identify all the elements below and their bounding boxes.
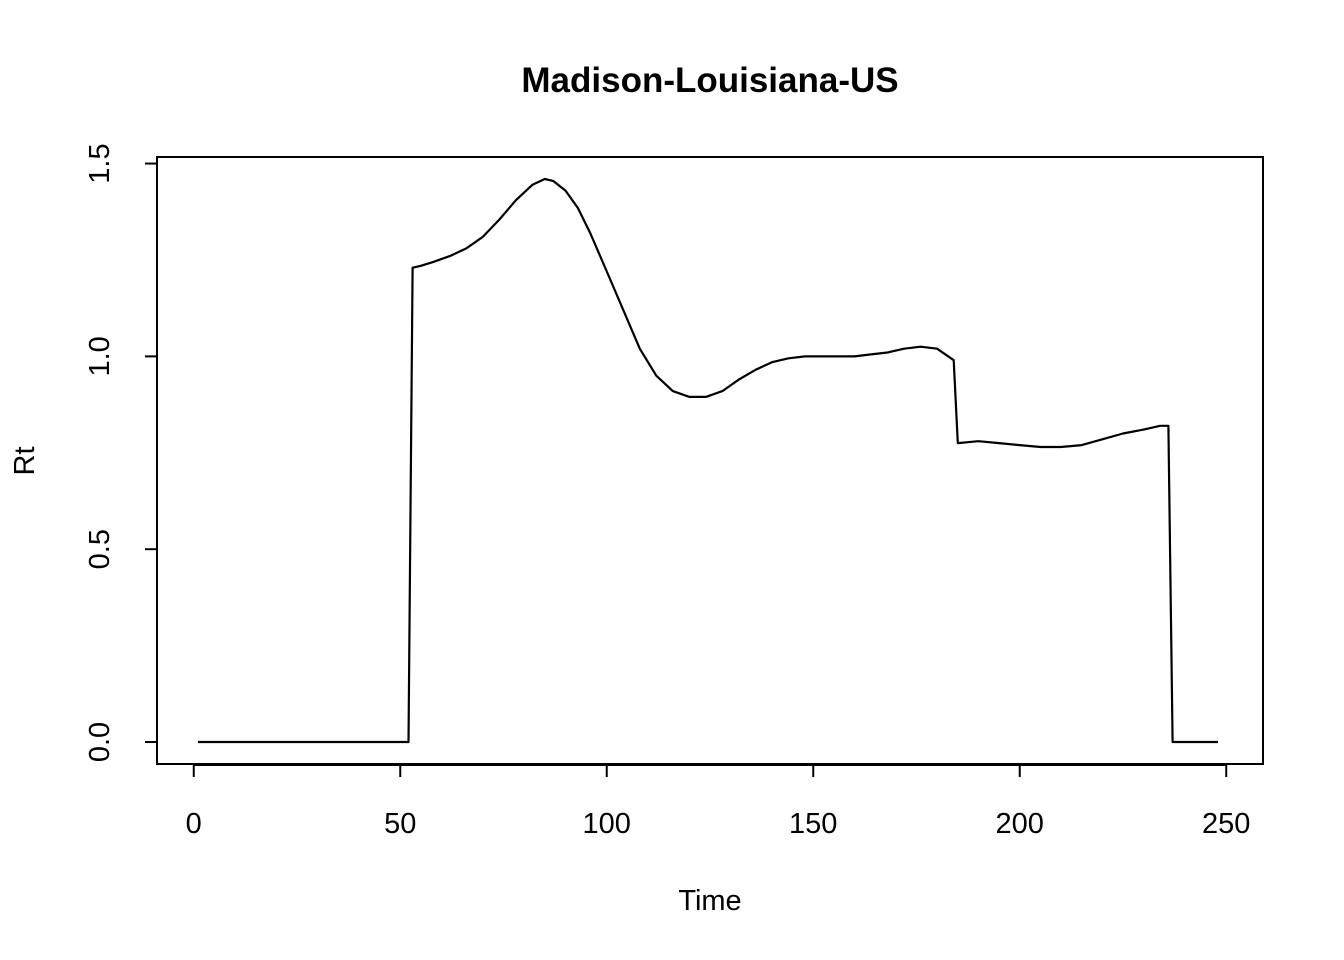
y-tick-label: 0.5 [84,529,116,569]
series-layer [197,177,1218,744]
chart-title: Madison-Louisiana-US [521,61,898,100]
x-tick-label: 100 [583,808,631,840]
series-line [197,177,1218,744]
y-axis-label: Rt [9,447,41,476]
x-tick-label: 250 [1202,808,1250,840]
x-tick-label: 50 [384,808,416,840]
y-tick-label: 0.0 [84,722,116,762]
plot-frame [156,156,1264,765]
x-axis-label: Time [678,885,741,917]
y-tick-label: 1.5 [84,143,116,183]
x-axis: 0 50 100 150 200 250 [186,764,1250,840]
x-tick-label: 200 [996,808,1044,840]
y-tick-label: 1.0 [84,336,116,376]
y-axis: 0.0 0.5 1.0 1.5 [84,143,158,762]
x-tick-label: 150 [789,808,837,840]
x-tick-label: 0 [186,808,202,840]
